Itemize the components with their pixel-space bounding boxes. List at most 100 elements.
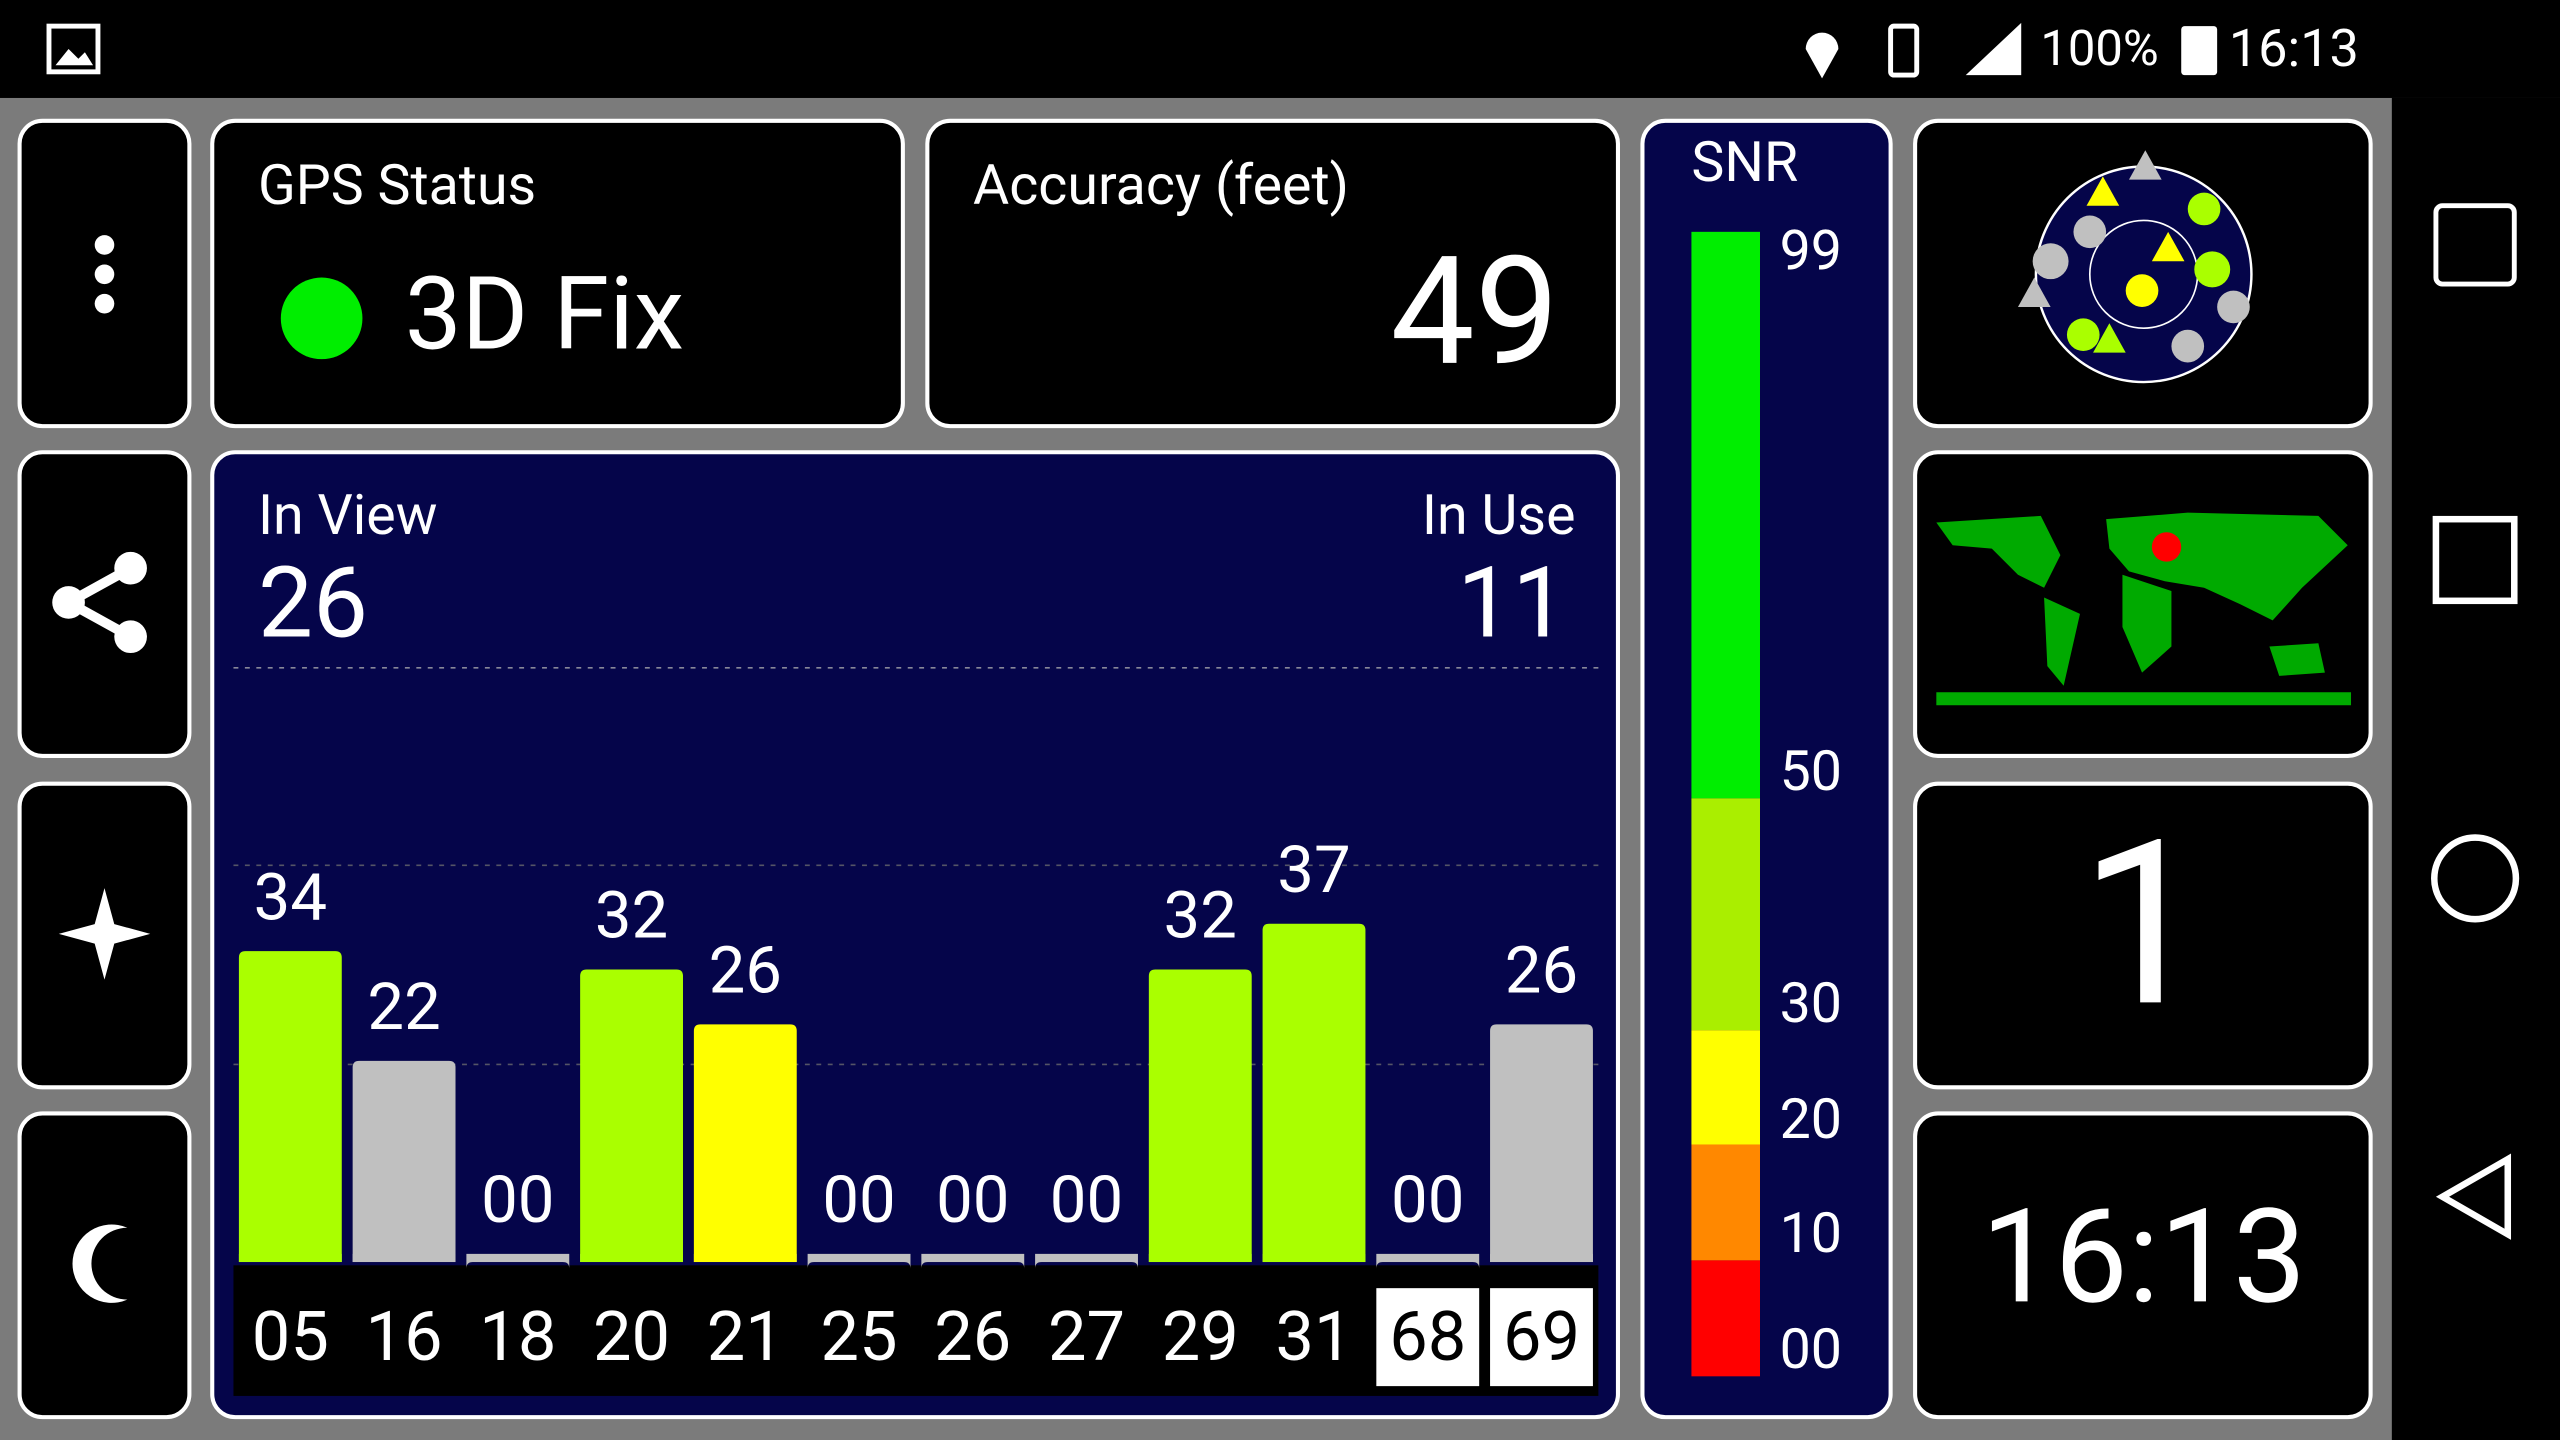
nav-bar: [2391, 97, 2560, 1440]
sky-sat: [2128, 150, 2162, 180]
bar-stub: [921, 1253, 1025, 1263]
world-map: [1936, 512, 2352, 706]
bar-stub: [1376, 1253, 1480, 1263]
sky-sat: [2017, 277, 2051, 307]
sky-sat: [2066, 318, 2100, 352]
snr-label: 20: [1780, 1087, 1842, 1152]
bar-value-label: 32: [1164, 877, 1237, 954]
night-mode-button[interactable]: [17, 1111, 192, 1420]
prn-strip: [233, 1265, 1599, 1396]
snr-band: [1691, 798, 1760, 1031]
bar-value-label: 22: [367, 968, 440, 1045]
snr-band: [1691, 1144, 1760, 1261]
snr-label: 50: [1780, 739, 1842, 804]
menu-dot: [94, 264, 115, 285]
sky-sat: [2151, 231, 2185, 262]
sky-sat: [2187, 192, 2221, 226]
bar-value-label: 00: [936, 1161, 1009, 1238]
bar-value-label: 32: [595, 877, 668, 954]
bar-value-label: 37: [1277, 831, 1350, 908]
sky-sat: [2086, 176, 2120, 206]
bar: [1148, 969, 1252, 1263]
prn-label: 68: [1389, 1296, 1466, 1377]
prn-label: 29: [1162, 1296, 1239, 1377]
bar-value-label: 00: [1050, 1161, 1123, 1238]
prn-label: 21: [707, 1296, 784, 1377]
status-time: 16:13: [2229, 18, 2359, 79]
bar-value-label: 00: [822, 1161, 895, 1238]
prn-label: 25: [821, 1296, 898, 1377]
in-view-value: 26: [258, 545, 368, 660]
sky-sat: [2125, 274, 2159, 307]
bar-value-label: 00: [481, 1161, 554, 1238]
accuracy-value: 49: [1390, 224, 1559, 400]
prn-label: 31: [1275, 1296, 1352, 1377]
bar-value-label: 34: [254, 858, 327, 935]
image-icon: [46, 23, 101, 75]
prn-label: 18: [479, 1296, 556, 1377]
snr-label: 99: [1780, 218, 1842, 283]
bar: [352, 1060, 456, 1263]
snr-label: 10: [1780, 1201, 1842, 1266]
snr-label: 30: [1780, 971, 1842, 1036]
sky-sat: [2093, 323, 2126, 353]
bar: [1490, 1024, 1593, 1263]
share-button[interactable]: [17, 450, 192, 758]
location-icon: [1805, 32, 1839, 79]
sky-sat: [2032, 243, 2069, 280]
bar: [580, 969, 683, 1263]
sky-sat: [2073, 215, 2107, 249]
bar-stub: [807, 1253, 911, 1263]
prn-box: [1490, 1288, 1593, 1387]
sky-sat: [2194, 251, 2231, 288]
signal-icon: [1965, 22, 2022, 76]
moon-icon: [72, 1224, 128, 1303]
snr-band: [1691, 1260, 1760, 1377]
bars: 05 34 16 22 18 00 20 32 21 26 25 00 26 00 27 00 29 32 31 37…: [238, 831, 1593, 1387]
status-bar: [0, 0, 2560, 98]
back-button[interactable]: [2435, 1153, 2512, 1240]
menu-dot: [94, 293, 115, 314]
clock-value: 16:13: [1981, 1180, 2306, 1333]
battery-percent: 100%: [2040, 20, 2158, 77]
share-node: [114, 551, 147, 585]
battery-icon: [2181, 26, 2218, 76]
fix-indicator: [280, 277, 363, 360]
compass-icon: [58, 888, 151, 980]
fix-status: 3D Fix: [405, 254, 684, 373]
bar: [238, 951, 342, 1263]
share-node: [114, 620, 147, 654]
prn-box: [1376, 1288, 1480, 1387]
prn-label: 27: [1048, 1296, 1125, 1377]
position-marker: [2151, 532, 2182, 562]
bar-value-label: 00: [1391, 1161, 1464, 1238]
accuracy-tile: [925, 118, 1620, 429]
accuracy-title: Accuracy (feet): [973, 153, 1349, 218]
recents-button[interactable]: [2432, 515, 2518, 605]
split-screen-button[interactable]: [2433, 203, 2517, 287]
prn-label: 16: [366, 1296, 443, 1377]
prn-label: 26: [934, 1296, 1011, 1377]
prn-label: 05: [252, 1296, 329, 1377]
in-view-label: In View: [258, 483, 437, 548]
sky-sat: [2171, 329, 2205, 363]
home-button[interactable]: [2431, 834, 2520, 923]
gps-status-tile: [210, 118, 905, 429]
bar-value-label: 26: [1505, 932, 1578, 1009]
bar-stub: [1035, 1253, 1138, 1263]
in-use-label: In Use: [1422, 483, 1576, 548]
prn-label: 69: [1503, 1296, 1580, 1377]
snr-panel: [1640, 118, 1893, 1420]
menu-dot: [94, 235, 115, 255]
in-use-value: 11: [1457, 545, 1567, 660]
snr-title: SNR: [1691, 130, 1798, 195]
image-icon-shape: [55, 48, 94, 66]
count-value: 1: [2079, 790, 2207, 1058]
bar-stub: [466, 1253, 570, 1263]
bar: [1262, 923, 1366, 1263]
snr-labels: 99 50 30 20 10 00: [1780, 218, 1842, 1382]
bar: [693, 1024, 797, 1263]
gps-status-title: GPS Status: [258, 153, 536, 218]
vibrate-icon: [1888, 23, 1920, 78]
